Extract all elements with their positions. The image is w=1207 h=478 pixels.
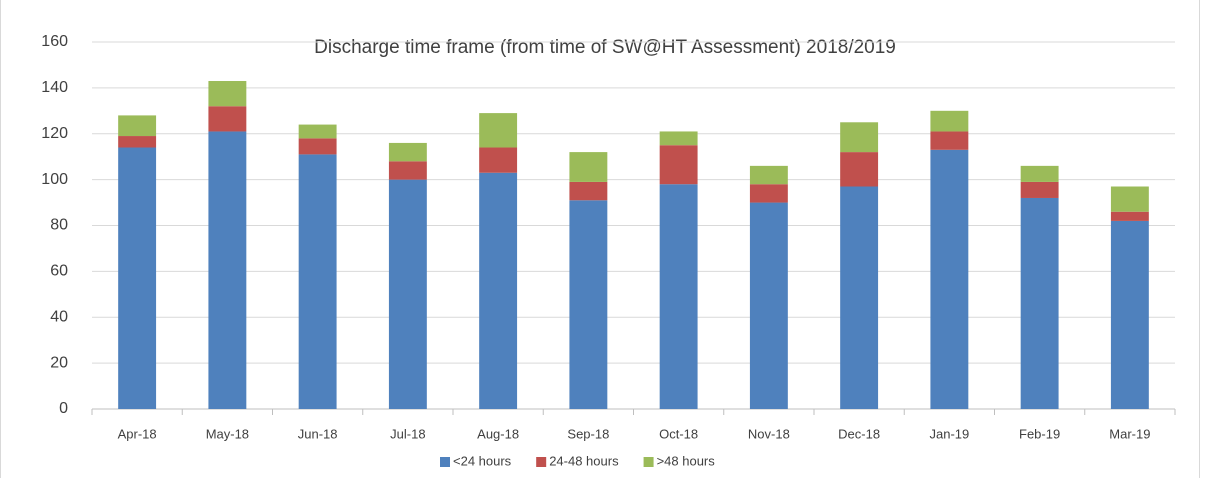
bar-segment <box>659 131 698 146</box>
bar-segment <box>749 165 788 185</box>
chart-title: Discharge time frame (from time of SW@HT… <box>314 37 896 58</box>
x-tick-label: Jan-19 <box>930 426 970 441</box>
bar-segment <box>118 147 157 409</box>
bar-segment <box>479 147 518 173</box>
y-tick-label: 100 <box>41 171 68 188</box>
x-tick-label: Dec-18 <box>838 426 880 441</box>
x-tick-label: May-18 <box>206 426 249 441</box>
legend-label: 24-48 hours <box>549 453 619 468</box>
legend-label: <24 hours <box>453 453 512 468</box>
x-tick-label: Jul-18 <box>390 426 425 441</box>
bar-segment <box>118 136 157 148</box>
legend-label: >48 hours <box>657 453 716 468</box>
bar-segment <box>659 145 698 185</box>
bar-segment <box>208 106 247 132</box>
bar-segment <box>1020 165 1059 182</box>
bar-segment <box>388 179 427 409</box>
bar-segment <box>1110 211 1149 221</box>
y-tick-label: 140 <box>41 79 68 96</box>
bar-segment <box>298 154 337 409</box>
x-tick-label: Nov-18 <box>748 426 790 441</box>
bar-segment <box>569 181 608 201</box>
bar-segment <box>749 202 788 409</box>
bar-segment <box>118 115 157 137</box>
bar-segment <box>930 131 969 150</box>
legend-swatch <box>440 457 450 467</box>
y-tick-label: 160 <box>41 33 68 50</box>
bar-segment <box>569 200 608 409</box>
x-tick-label: Apr-18 <box>118 426 157 441</box>
y-tick-label: 40 <box>50 308 68 325</box>
bar-segment <box>298 124 337 139</box>
x-tick-label: Sep-18 <box>567 426 609 441</box>
bar-segment <box>659 184 698 409</box>
x-tick-label: Oct-18 <box>659 426 698 441</box>
bar-segment <box>930 110 969 132</box>
y-tick-label: 60 <box>50 263 68 280</box>
bar-segment <box>208 131 247 410</box>
y-tick-label: 0 <box>59 400 68 417</box>
bar-segment <box>479 113 518 148</box>
bar-segment <box>388 142 427 162</box>
bar-segment <box>840 122 879 153</box>
x-tick-label: Aug-18 <box>477 426 519 441</box>
bar-segment <box>930 149 969 409</box>
bar-segment <box>298 138 337 155</box>
y-tick-label: 80 <box>50 217 68 234</box>
bar-segment <box>840 152 879 187</box>
legend-swatch <box>643 457 654 467</box>
bar-segment <box>1020 197 1059 409</box>
bar-segment <box>479 172 518 409</box>
bar-segment <box>1110 220 1149 409</box>
x-tick-label: Feb-19 <box>1019 426 1060 441</box>
bar-segment <box>388 161 427 180</box>
bar-segment <box>1110 186 1149 212</box>
bar-segment <box>208 80 247 107</box>
y-tick-label: 20 <box>50 354 68 371</box>
y-tick-label: 120 <box>41 125 68 142</box>
bar-segment <box>1020 181 1059 198</box>
legend-swatch <box>536 457 547 467</box>
x-tick-label: Jun-18 <box>298 426 338 441</box>
x-tick-label: Mar-19 <box>1109 426 1150 441</box>
bar-segment <box>840 186 879 409</box>
bar-segment <box>749 184 788 203</box>
bar-segment <box>569 152 608 182</box>
